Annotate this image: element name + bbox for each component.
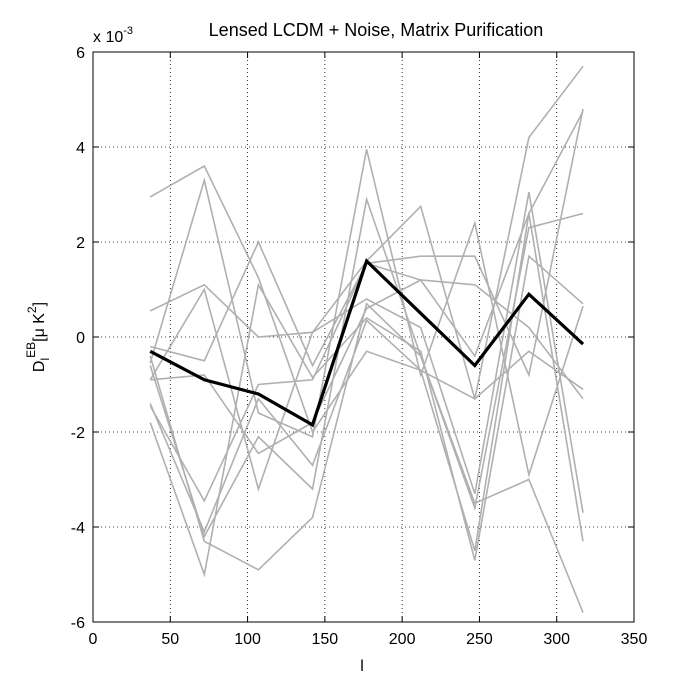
y-axis-label-sub: l: [38, 358, 52, 361]
x-tick-label: 150: [312, 631, 339, 648]
axis-tick-labels: 0 50 100 150 200 250 300 350 -6 -4 -2 0 2 4 6: [71, 45, 648, 648]
y-multiplier-exponent: -3: [123, 25, 133, 37]
y-tick-label: -2: [71, 425, 85, 442]
y-tick-label: -4: [71, 520, 85, 537]
realization-series-line: [149, 191, 584, 513]
y-axis-label-unit-sup: 2: [25, 306, 39, 313]
x-tick-label: 250: [466, 631, 493, 648]
y-axis-label-sup: EB: [24, 342, 38, 358]
y-tick-label: 2: [76, 235, 85, 252]
y-tick-label: -6: [71, 615, 85, 632]
y-tick-label: 0: [76, 330, 85, 347]
y-tick-label: 4: [76, 140, 85, 157]
y-multiplier-base: x 10: [93, 29, 123, 46]
series-lines: [149, 65, 585, 613]
x-tick-label: 50: [161, 631, 179, 648]
x-axis-label: l: [360, 658, 364, 675]
realization-series-line: [149, 149, 584, 478]
x-tick-label: 0: [89, 631, 98, 648]
y-axis-label-unit-end: ]: [31, 302, 48, 306]
y-multiplier: x 10-3: [93, 25, 133, 46]
y-tick-label: 6: [76, 45, 85, 62]
realization-series-line: [150, 279, 584, 455]
x-tick-label: 350: [621, 631, 648, 648]
realization-series-line: [149, 111, 584, 552]
x-tick-label: 200: [389, 631, 416, 648]
realization-series-line: [149, 302, 584, 613]
chart-title: Lensed LCDM + Noise, Matrix Purification: [209, 20, 544, 40]
mean-series-line: [149, 258, 585, 428]
y-axis-label-main: D: [31, 361, 48, 373]
y-axis-label-unit: [μ K: [31, 313, 48, 342]
axis-ticks: [92, 51, 635, 623]
x-tick-label: 100: [234, 631, 261, 648]
x-tick-label: 300: [543, 631, 570, 648]
y-axis-label: DlEB[μ K2]: [24, 302, 52, 372]
realization-series-line: [149, 254, 584, 578]
realization-series-line: [149, 65, 584, 434]
